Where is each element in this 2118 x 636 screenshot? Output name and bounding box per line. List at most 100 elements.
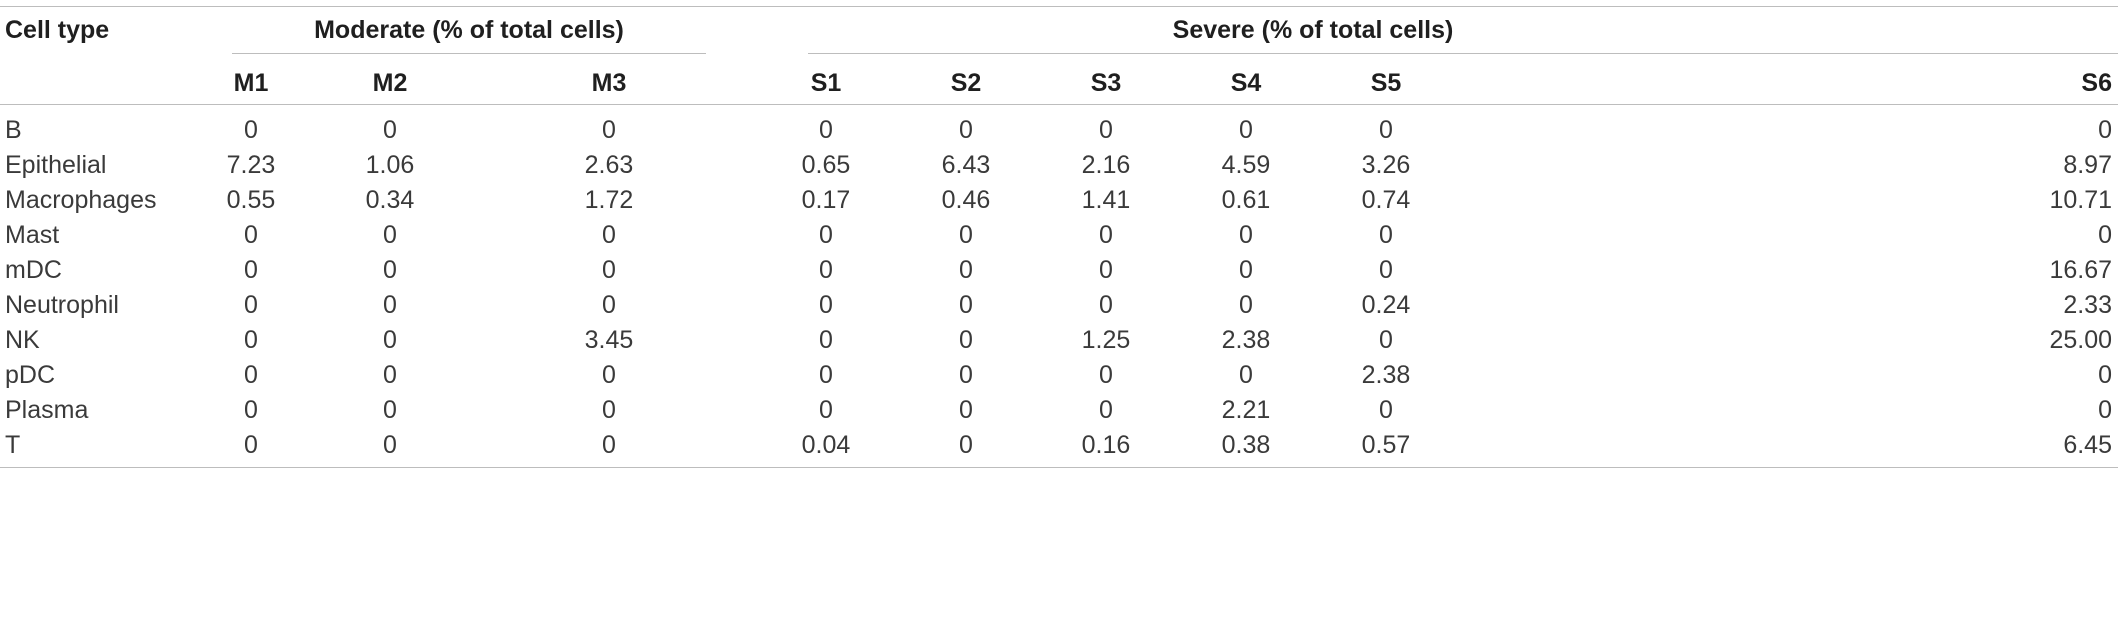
table-cell: 6.43 xyxy=(941,151,991,179)
table-cell: 0 xyxy=(819,221,833,249)
table-cell: 0.04 xyxy=(801,431,851,459)
table-cell: 0 xyxy=(1379,256,1393,284)
table-cell: 0 xyxy=(1099,221,1113,249)
table-cell: 0 xyxy=(2098,221,2112,249)
table-cell: 0 xyxy=(959,326,973,354)
table-cell: 0 xyxy=(1099,116,1113,144)
table-cell: 1.25 xyxy=(1081,326,1131,354)
table-cell: 0 xyxy=(959,256,973,284)
table-cell: 0 xyxy=(1379,116,1393,144)
severe-group-rule xyxy=(808,53,2118,54)
row-label: Plasma xyxy=(5,396,89,424)
table-cell: 1.72 xyxy=(584,186,634,214)
table-cell: 0 xyxy=(1239,116,1253,144)
table-cell: 0 xyxy=(383,291,397,319)
table-cell: 0 xyxy=(244,291,258,319)
table-cell: 0 xyxy=(602,256,616,284)
severe-group-header: Severe (% of total cells) xyxy=(1172,16,1454,44)
row-label: T xyxy=(5,431,21,459)
table-cell: 0 xyxy=(819,361,833,389)
table-cell: 0 xyxy=(602,396,616,424)
row-label: NK xyxy=(5,326,40,354)
table-cell: 0 xyxy=(1099,256,1113,284)
table-cell: 0 xyxy=(1239,361,1253,389)
header-bottom-rule xyxy=(0,104,2118,105)
table-cell: 2.63 xyxy=(584,151,634,179)
table-cell: 0 xyxy=(244,256,258,284)
table-cell: 10.71 xyxy=(2049,186,2112,214)
table-cell: 2.33 xyxy=(2063,291,2112,319)
table-cell: 6.45 xyxy=(2063,431,2112,459)
column-header: S2 xyxy=(950,69,982,97)
table-cell: 0 xyxy=(602,431,616,459)
table-cell: 0 xyxy=(1239,256,1253,284)
table-cell: 0 xyxy=(959,116,973,144)
table-cell: 0 xyxy=(244,326,258,354)
table-cell: 0 xyxy=(819,116,833,144)
table-cell: 0 xyxy=(602,221,616,249)
row-label: Neutrophil xyxy=(5,291,119,319)
table-cell: 0 xyxy=(1099,396,1113,424)
table-cell: 2.21 xyxy=(1221,396,1271,424)
column-header: S5 xyxy=(1370,69,1402,97)
table-cell: 0 xyxy=(383,256,397,284)
table-cell: 3.45 xyxy=(584,326,634,354)
table-cell: 0.55 xyxy=(226,186,276,214)
table-cell: 0 xyxy=(2098,396,2112,424)
table-cell: 0.46 xyxy=(941,186,991,214)
table-cell: 0 xyxy=(602,361,616,389)
table-cell: 8.97 xyxy=(2063,151,2112,179)
top-rule xyxy=(0,6,2118,7)
moderate-group-rule xyxy=(232,53,706,54)
bottom-rule xyxy=(0,467,2118,468)
table-cell: 4.59 xyxy=(1221,151,1271,179)
table-cell: 7.23 xyxy=(226,151,276,179)
table-cell: 0.74 xyxy=(1361,186,1411,214)
table-cell: 0 xyxy=(244,221,258,249)
table-cell: 0.24 xyxy=(1361,291,1411,319)
table-cell: 0 xyxy=(383,326,397,354)
table-cell: 1.06 xyxy=(365,151,415,179)
column-header: S6 xyxy=(2081,69,2112,97)
table-cell: 0 xyxy=(383,116,397,144)
table-cell: 0 xyxy=(819,256,833,284)
row-label: pDC xyxy=(5,361,56,389)
table-cell: 0 xyxy=(383,361,397,389)
row-label: Mast xyxy=(5,221,60,249)
table-cell: 3.26 xyxy=(1361,151,1411,179)
table-cell: 16.67 xyxy=(2049,256,2112,284)
row-label: Epithelial xyxy=(5,151,107,179)
table-cell: 0 xyxy=(819,396,833,424)
table-cell: 0 xyxy=(1379,326,1393,354)
row-label: Macrophages xyxy=(5,186,157,214)
table-cell: 0 xyxy=(244,361,258,389)
table-cell: 0 xyxy=(959,361,973,389)
table-cell: 0 xyxy=(1099,361,1113,389)
table-cell: 0 xyxy=(819,326,833,354)
table-cell: 0.38 xyxy=(1221,431,1271,459)
row-label: mDC xyxy=(5,256,62,284)
table-cell: 0 xyxy=(959,291,973,319)
table-cell: 0.57 xyxy=(1361,431,1411,459)
table-cell: 0.17 xyxy=(801,186,851,214)
table-cell: 0 xyxy=(959,396,973,424)
table-cell: 0 xyxy=(383,396,397,424)
table-cell: 0 xyxy=(1239,221,1253,249)
table-cell: 0 xyxy=(1239,291,1253,319)
table-cell: 0 xyxy=(244,431,258,459)
table-cell: 2.16 xyxy=(1081,151,1131,179)
column-header: M3 xyxy=(591,69,627,97)
table-cell: 2.38 xyxy=(1361,361,1411,389)
table-cell: 2.38 xyxy=(1221,326,1271,354)
table-cell: 0 xyxy=(1099,291,1113,319)
column-header: S1 xyxy=(810,69,842,97)
table-cell: 0 xyxy=(602,291,616,319)
column-header: M1 xyxy=(233,69,269,97)
table-cell: 0 xyxy=(2098,116,2112,144)
moderate-group-header: Moderate (% of total cells) xyxy=(314,16,624,44)
table-cell: 0 xyxy=(383,221,397,249)
column-header: M2 xyxy=(372,69,408,97)
table-cell: 0 xyxy=(383,431,397,459)
table-cell: 0 xyxy=(819,291,833,319)
table-cell: 0 xyxy=(244,396,258,424)
